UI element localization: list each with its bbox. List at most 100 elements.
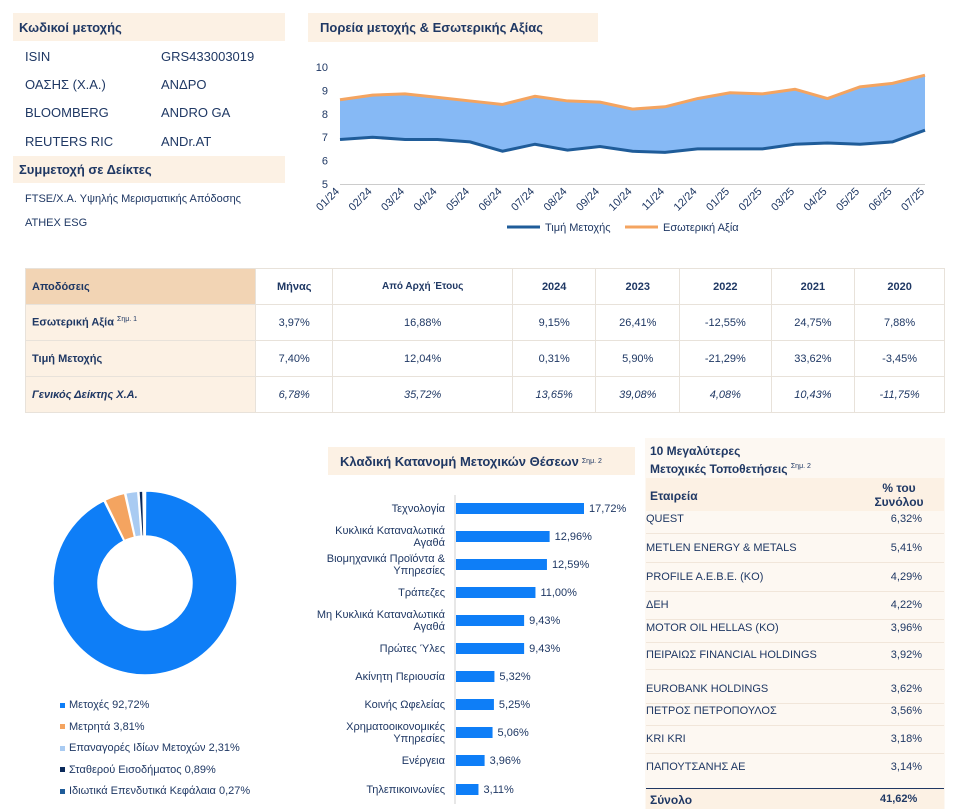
x-tick-label: 04/25 bbox=[802, 186, 830, 214]
nav-line bbox=[339, 73, 926, 111]
donut-legend-label: Ιδιωτικά Επενδυτικά Κεφάλαια 0,27% bbox=[69, 785, 251, 797]
y-tick-label: 8 bbox=[322, 109, 328, 121]
sector-bar bbox=[456, 587, 536, 598]
performance-cell: 13,65% bbox=[511, 376, 597, 413]
holding-name: PROFILE A.E.B.E. (KO) bbox=[646, 571, 764, 583]
sector-category-label: Βιομηχανικά Προϊόντα & Υπηρεσίες bbox=[327, 553, 446, 577]
performance-cell: -11,75% bbox=[854, 376, 945, 413]
code-value: ΑΝΔΡΟ bbox=[161, 77, 207, 92]
performance-cell: 33,62% bbox=[770, 340, 856, 377]
performance-cell: 35,72% bbox=[332, 376, 513, 413]
allocation-donut-chart bbox=[52, 490, 238, 676]
holdings-col-company: Εταιρεία bbox=[650, 489, 698, 503]
performance-cell: 26,41% bbox=[595, 304, 681, 341]
performance-cell: 4,08% bbox=[679, 376, 772, 413]
code-value: GRS433003019 bbox=[161, 49, 255, 64]
index-item: FTSE/Χ.Α. Υψηλής Μερισματικής Απόδοσης bbox=[25, 193, 241, 205]
donut-slice bbox=[143, 490, 146, 537]
holding-divider bbox=[646, 562, 944, 563]
sector-value-label: 11,00% bbox=[540, 587, 577, 599]
sector-category-label: Κοινής Ωφελείας bbox=[364, 699, 445, 711]
holdings-note: Σημ. 2 bbox=[790, 463, 811, 470]
holding-row: ΠΕΤΡΟΣ ΠΕΤΡΟΠΟΥΛΟΣ 3,56% bbox=[646, 705, 922, 717]
holding-pct: 6,32% bbox=[890, 513, 922, 525]
holding-divider bbox=[646, 725, 944, 726]
legend-swatch bbox=[60, 788, 65, 794]
performance-cell: -21,29% bbox=[679, 340, 772, 377]
y-tick-label: 7 bbox=[322, 132, 328, 144]
sector-chart-note: Σημ. 2 bbox=[581, 457, 602, 465]
sector-category-label: Τεχνολογία bbox=[392, 503, 446, 515]
performance-row-label-text: Εσωτερική Αξία bbox=[32, 316, 115, 329]
sector-value-label: 12,59% bbox=[552, 559, 590, 571]
sector-value-label: 5,32% bbox=[499, 671, 530, 683]
holdings-total-row bbox=[646, 788, 944, 809]
performance-row-label-text: Τιμή Μετοχής bbox=[32, 352, 103, 365]
donut-legend-item: Μετρητά 3,81% bbox=[60, 721, 145, 733]
performance-col-header: 2021 bbox=[770, 268, 856, 305]
holding-name: EUROBANK HOLDINGS bbox=[646, 683, 769, 695]
sector-category-label: Τηλεπικοινωνίες bbox=[366, 784, 445, 796]
performance-row: Εσωτερική Αξία Σημ. 1 3,97% 16,88% 9,15% 26,4… bbox=[25, 304, 945, 341]
price-lower-area bbox=[340, 130, 925, 184]
holding-divider bbox=[646, 533, 944, 534]
holding-pct: 4,29% bbox=[890, 571, 922, 583]
y-tick-label: 6 bbox=[322, 156, 328, 168]
performance-row-label: Γενικός Δείκτης Χ.Α. bbox=[25, 376, 256, 413]
x-tick-label: 09/24 bbox=[574, 186, 602, 214]
code-label: REUTERS RIC bbox=[25, 134, 114, 149]
y-tick-label: 10 bbox=[316, 62, 328, 74]
holding-pct: 3,96% bbox=[890, 622, 922, 634]
holding-divider bbox=[646, 669, 944, 670]
legend-price-label: Τιμή Μετοχής bbox=[545, 222, 611, 234]
donut-legend-label: Μετρητά 3,81% bbox=[69, 720, 145, 733]
holdings-col-pct: % του Συνόλου bbox=[866, 481, 932, 509]
donut-legend-item: Σταθερού Εισοδήματος 0,89% bbox=[60, 764, 216, 776]
x-tick-label: 11/24 bbox=[640, 186, 667, 213]
holding-name: ΠΑΠΟΥΤΣΑΝΗΣ ΑΕ bbox=[646, 761, 746, 773]
performance-col-header: Μήνας bbox=[254, 268, 334, 305]
donut-legend-item: Επαναγορές Ιδίων Μετοχών 2,31% bbox=[60, 742, 240, 754]
legend-swatch bbox=[60, 767, 65, 772]
sector-bar bbox=[456, 755, 485, 766]
legend-swatch bbox=[60, 724, 65, 729]
performance-cell: 24,75% bbox=[770, 304, 856, 341]
price-line bbox=[339, 128, 926, 154]
code-value: ANDr.AT bbox=[161, 134, 212, 149]
x-tick-label: 12/24 bbox=[672, 186, 700, 214]
index-item: ATHEX ESG bbox=[25, 217, 88, 229]
performance-cell: 12,04% bbox=[332, 340, 513, 377]
sector-value-label: 9,43% bbox=[529, 615, 560, 627]
holdings-title: 10 Μεγαλύτερες Μετοχικές Τοποθετήσεις Ση… bbox=[650, 444, 811, 477]
sector-value-label: 5,06% bbox=[498, 727, 529, 739]
donut-legend-label: Επαναγορές Ιδίων Μετοχών 2,31% bbox=[69, 742, 240, 754]
legend-swatch bbox=[60, 702, 65, 708]
sector-bar bbox=[456, 559, 547, 570]
holding-divider bbox=[646, 703, 944, 704]
holding-divider bbox=[646, 591, 944, 592]
performance-cell: 0,31% bbox=[511, 340, 597, 377]
sector-bar bbox=[456, 531, 550, 542]
performance-row-label: Εσωτερική Αξία Σημ. 1 bbox=[25, 304, 256, 341]
holding-row: ΠΕΙΡΑΙΩΣ FINANCIAL HOLDINGS 3,92% bbox=[646, 649, 922, 661]
performance-row-label: Τιμή Μετοχής bbox=[25, 340, 256, 377]
performance-cell: 9,15% bbox=[511, 304, 597, 341]
holding-row: QUEST 6,32% bbox=[646, 513, 922, 525]
x-tick-label: 01/25 bbox=[704, 186, 732, 214]
holding-pct: 3,92% bbox=[890, 649, 922, 661]
holding-row: KRI KRI 3,18% bbox=[646, 733, 922, 745]
x-tick-label: 08/24 bbox=[542, 186, 570, 214]
sector-value-label: 12,96% bbox=[555, 531, 593, 543]
sector-bar-chart: 17,72% Τεχνολογία 12,96% Κυκλικά Καταναλωτι… bbox=[317, 495, 627, 804]
holding-pct: 3,62% bbox=[890, 683, 922, 695]
holdings-title-line2: Μετοχικές Τοποθετήσεις bbox=[650, 462, 788, 476]
holding-pct: 3,14% bbox=[890, 761, 922, 773]
indices-title: Συμμετοχή σε Δείκτες bbox=[13, 156, 285, 183]
performance-table: Αποδόσεις Μήνας Από Αρχή Έτους 2024 2023 202… bbox=[25, 268, 945, 413]
donut-legend-item: Μετοχές 92,72% bbox=[60, 699, 149, 711]
holding-row: MOTOR OIL HELLAS (KO) 3,96% bbox=[646, 622, 922, 634]
legend-swatch bbox=[60, 745, 65, 751]
performance-cell: 39,08% bbox=[595, 376, 681, 413]
x-tick-label: 02/24 bbox=[347, 186, 375, 214]
performance-cell: 5,90% bbox=[595, 340, 681, 377]
